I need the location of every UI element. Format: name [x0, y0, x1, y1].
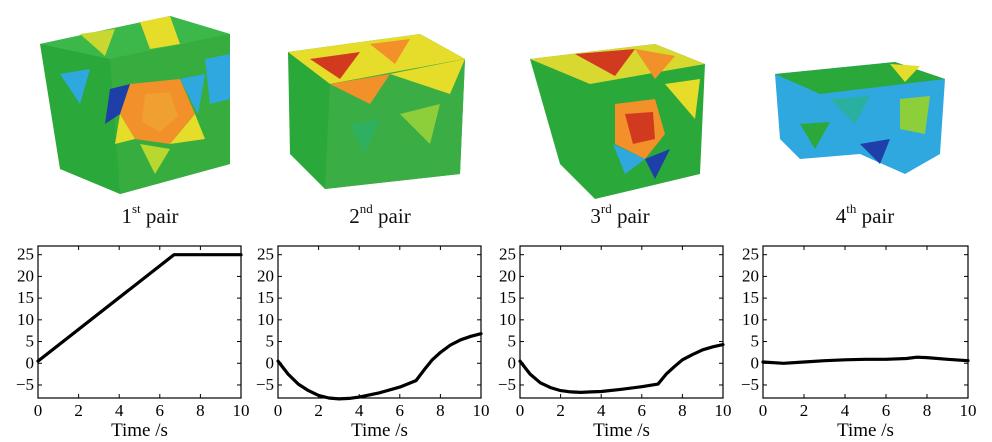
chart-3-ytick-label: 25 [499, 245, 516, 264]
chart-1-xtick-label: 8 [196, 401, 205, 420]
panel-title-2: 2nd pair [349, 201, 411, 228]
chart-3-ytick-label: 5 [508, 332, 517, 351]
chart-4-ytick-label: 25 [742, 245, 759, 264]
chart-4-xtick-label: 8 [923, 401, 932, 420]
chart-1-series-line [36, 253, 243, 363]
chart-4-xtick-label: 0 [759, 401, 768, 420]
mesh-image-4 [760, 4, 990, 244]
chart-1-xtick-label: 4 [115, 401, 124, 420]
chart-4-ytick-label: 0 [751, 353, 760, 372]
chart-3-xtick-label: 6 [638, 401, 647, 420]
chart-4-frame [762, 245, 969, 399]
chart-1-ytick-label: 0 [26, 353, 35, 372]
chart-2-xtick-label: 2 [314, 401, 323, 420]
chart-2-xtick-label: 0 [274, 401, 283, 420]
chart-1-ytick-label: 5 [26, 332, 35, 351]
panel-title-4: 4th pair [835, 201, 895, 228]
chart-2-ytick-label: 20 [257, 266, 274, 285]
chart-3-frame [519, 245, 724, 399]
chart-3-xtick-label: 8 [678, 401, 687, 420]
chart-1-xlabel: Time /s [111, 420, 168, 441]
chart-2-ytick-label: −5 [256, 375, 274, 394]
chart-3-ytick-label: 10 [499, 310, 516, 329]
chart-3-ytick-label: 15 [499, 288, 516, 307]
chart-2-ytick-label: 25 [257, 245, 274, 264]
chart-2-xlabel: Time /s [351, 420, 408, 441]
chart-2-ytick-label: 5 [266, 332, 275, 351]
chart-2-xtick-label: 10 [473, 401, 490, 420]
chart-1-ytick-label: 15 [17, 288, 34, 307]
chart-3-series-line [518, 343, 725, 394]
chart-3-xtick-label: 4 [597, 401, 606, 420]
chart-3-ytick-label: −5 [498, 375, 516, 394]
chart-3-ytick-label: 0 [508, 353, 517, 372]
chart-1-ytick-label: 20 [17, 266, 34, 285]
chart-4-ytick-label: 5 [751, 332, 760, 351]
panel-title-1: 1st pair [121, 201, 179, 228]
chart-2-xtick-label: 6 [396, 401, 405, 420]
chart-4-xtick-label: 4 [841, 401, 850, 420]
chart-3-xtick-label: 10 [715, 401, 732, 420]
chart-3-ytick-label: 20 [499, 266, 516, 285]
chart-1-ytick-label: −5 [16, 375, 34, 394]
chart-2-series-line [276, 332, 483, 401]
chart-4-xtick-label: 2 [800, 401, 809, 420]
chart-2-ytick-label: 10 [257, 310, 274, 329]
chart-2-ytick-label: 15 [257, 288, 274, 307]
chart-1-xtick-label: 6 [156, 401, 165, 420]
chart-1-xtick-label: 0 [34, 401, 43, 420]
chart-2-ytick-label: 0 [266, 353, 275, 372]
chart-4-xlabel: Time /s [837, 420, 894, 441]
chart-1-frame [37, 245, 242, 399]
chart-3-xlabel: Time /s [593, 420, 650, 441]
chart-2-xtick-label: 4 [355, 401, 364, 420]
chart-4-series-line [761, 355, 970, 365]
chart-4-xtick-label: 6 [882, 401, 891, 420]
chart-4-xtick-label: 10 [960, 401, 977, 420]
chart-2-frame [277, 245, 482, 399]
chart-4-ytick-label: 10 [742, 310, 759, 329]
mesh-image-1 [20, 4, 250, 244]
panel-title-3: 3rd pair [590, 201, 650, 228]
chart-2-xtick-label: 8 [436, 401, 445, 420]
mesh-image-3 [505, 4, 735, 244]
chart-4-ytick-label: 15 [742, 288, 759, 307]
chart-4-ytick-label: 20 [742, 266, 759, 285]
chart-1-ytick-label: 10 [17, 310, 34, 329]
chart-3-xtick-label: 0 [516, 401, 525, 420]
chart-3-xtick-label: 2 [556, 401, 565, 420]
chart-1-xtick-label: 2 [74, 401, 83, 420]
chart-1-xtick-label: 10 [233, 401, 250, 420]
mesh-image-2 [270, 4, 500, 244]
chart-4-ytick-label: −5 [741, 375, 759, 394]
chart-1-ytick-label: 25 [17, 245, 34, 264]
